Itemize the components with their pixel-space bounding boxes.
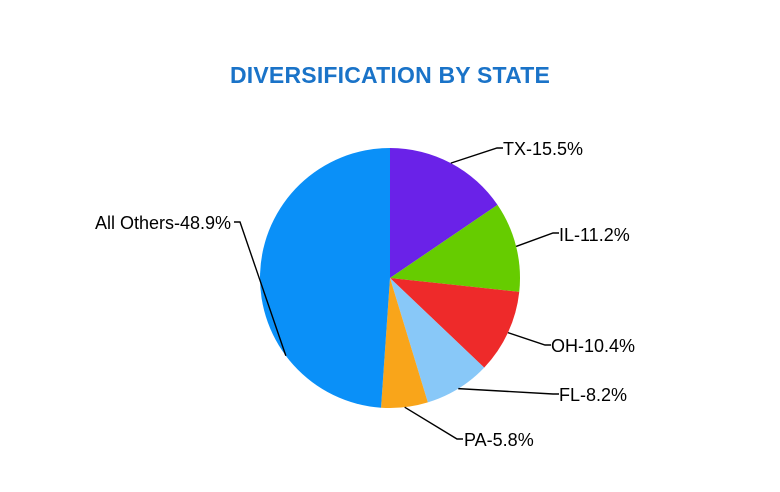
leader-line-fl bbox=[458, 387, 559, 395]
slice-label-fl: FL-8.2% bbox=[559, 385, 627, 405]
slice-label-tx: TX-15.5% bbox=[503, 139, 583, 159]
pie-slice-il bbox=[390, 204, 520, 292]
slice-label-all-others: All Others-48.9% bbox=[95, 213, 231, 233]
leader-line-all-others bbox=[234, 221, 287, 357]
leader-line-oh bbox=[507, 331, 551, 346]
slice-label-pa: PA-5.8% bbox=[464, 430, 534, 450]
pie-slice-tx bbox=[390, 148, 498, 278]
pie-slice-all-others bbox=[260, 148, 390, 408]
pie-slice-pa bbox=[381, 278, 428, 409]
leader-line-tx bbox=[450, 147, 503, 164]
chart-title: DIVERSIFICATION BY STATE bbox=[229, 62, 550, 88]
slice-label-il: IL-11.2% bbox=[559, 225, 630, 245]
pie-slices bbox=[260, 148, 520, 409]
pie-slice-oh bbox=[390, 278, 520, 368]
slice-label-oh: OH-10.4% bbox=[551, 336, 635, 356]
leader-lines bbox=[234, 147, 559, 440]
leader-line-il bbox=[515, 232, 559, 248]
leader-line-pa bbox=[404, 406, 463, 440]
slice-labels: TX-15.5% IL-11.2% OH-10.4% FL-8.2% PA-5.8% Al… bbox=[95, 139, 635, 450]
pie-slice-fl bbox=[390, 278, 485, 403]
